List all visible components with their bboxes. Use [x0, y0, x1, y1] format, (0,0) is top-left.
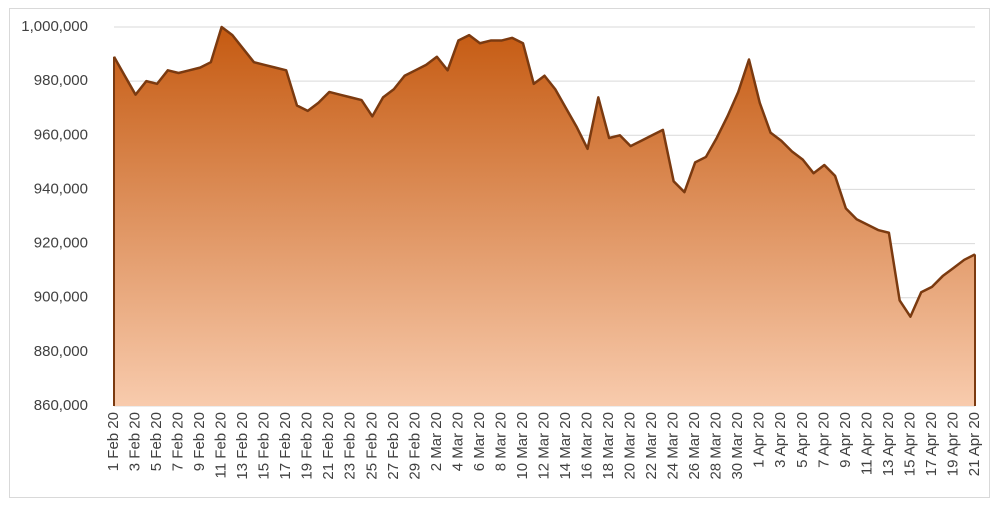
x-tick-label: 17 Feb 20 — [277, 412, 294, 480]
y-tick-label: 900,000 — [34, 289, 88, 306]
x-tick-label: 11 Feb 20 — [213, 412, 230, 478]
x-tick-label: 29 Feb 20 — [406, 412, 423, 480]
y-tick-label: 880,000 — [34, 343, 88, 360]
x-tick-label: 9 Feb 20 — [191, 412, 208, 471]
x-tick-label: 27 Feb 20 — [385, 412, 402, 480]
x-tick-label: 11 Apr 20 — [858, 412, 875, 475]
x-tick-label: 5 Apr 20 — [794, 412, 811, 468]
x-tick-label: 14 Mar 20 — [557, 412, 574, 480]
y-tick-label: 920,000 — [34, 235, 88, 252]
x-tick-label: 30 Mar 20 — [729, 412, 746, 480]
x-tick-label: 24 Mar 20 — [665, 412, 682, 480]
x-tick-label: 6 Mar 20 — [471, 412, 488, 471]
x-tick-label: 17 Apr 20 — [923, 412, 940, 476]
x-tick-label: 28 Mar 20 — [708, 412, 725, 480]
x-tick-label: 25 Feb 20 — [363, 412, 380, 480]
line — [112, 25, 976, 318]
x-tick-label: 15 Feb 20 — [256, 412, 273, 480]
area — [114, 27, 975, 406]
x-tick-label: 19 Feb 20 — [299, 412, 316, 480]
y-tick-label: 960,000 — [34, 126, 88, 143]
x-tick-label: 1 Feb 20 — [105, 412, 122, 471]
x-tick-label: 19 Apr 20 — [944, 412, 961, 476]
y-tick-label: 980,000 — [34, 72, 88, 89]
x-tick-label: 3 Feb 20 — [126, 412, 143, 471]
x-tick-label: 9 Apr 20 — [837, 412, 854, 468]
x-tick-label: 22 Mar 20 — [643, 412, 660, 480]
x-tick-label: 21 Apr 20 — [966, 412, 983, 476]
y-tick-label: 860,000 — [34, 397, 88, 414]
x-tick-label: 7 Feb 20 — [170, 412, 187, 471]
x-tick-label: 16 Mar 20 — [579, 412, 596, 480]
x-tick-label: 23 Feb 20 — [342, 412, 359, 480]
x-tick-label: 4 Mar 20 — [449, 412, 466, 471]
x-tick-label: 1 Apr 20 — [751, 412, 768, 468]
x-tick-label: 13 Apr 20 — [880, 412, 897, 476]
x-tick-label: 15 Apr 20 — [901, 412, 918, 476]
y-tick-label: 1,000,000 — [21, 18, 88, 35]
x-tick-label: 26 Mar 20 — [686, 412, 703, 480]
x-tick-label: 13 Feb 20 — [234, 412, 251, 480]
x-tick-label: 12 Mar 20 — [535, 412, 552, 480]
x-tick-label: 18 Mar 20 — [600, 412, 617, 480]
x-tick-label: 5 Feb 20 — [148, 412, 165, 471]
y-tick-label: 940,000 — [34, 180, 88, 197]
x-tick-label: 20 Mar 20 — [622, 412, 639, 480]
x-tick-label: 10 Mar 20 — [514, 412, 531, 480]
x-tick-label: 21 Feb 20 — [320, 412, 337, 480]
x-tick-label: 7 Apr 20 — [815, 412, 832, 468]
x-tick-label: 3 Apr 20 — [772, 412, 789, 468]
x-tick-label: 2 Mar 20 — [428, 412, 445, 471]
x-tick-label: 8 Mar 20 — [492, 412, 509, 471]
